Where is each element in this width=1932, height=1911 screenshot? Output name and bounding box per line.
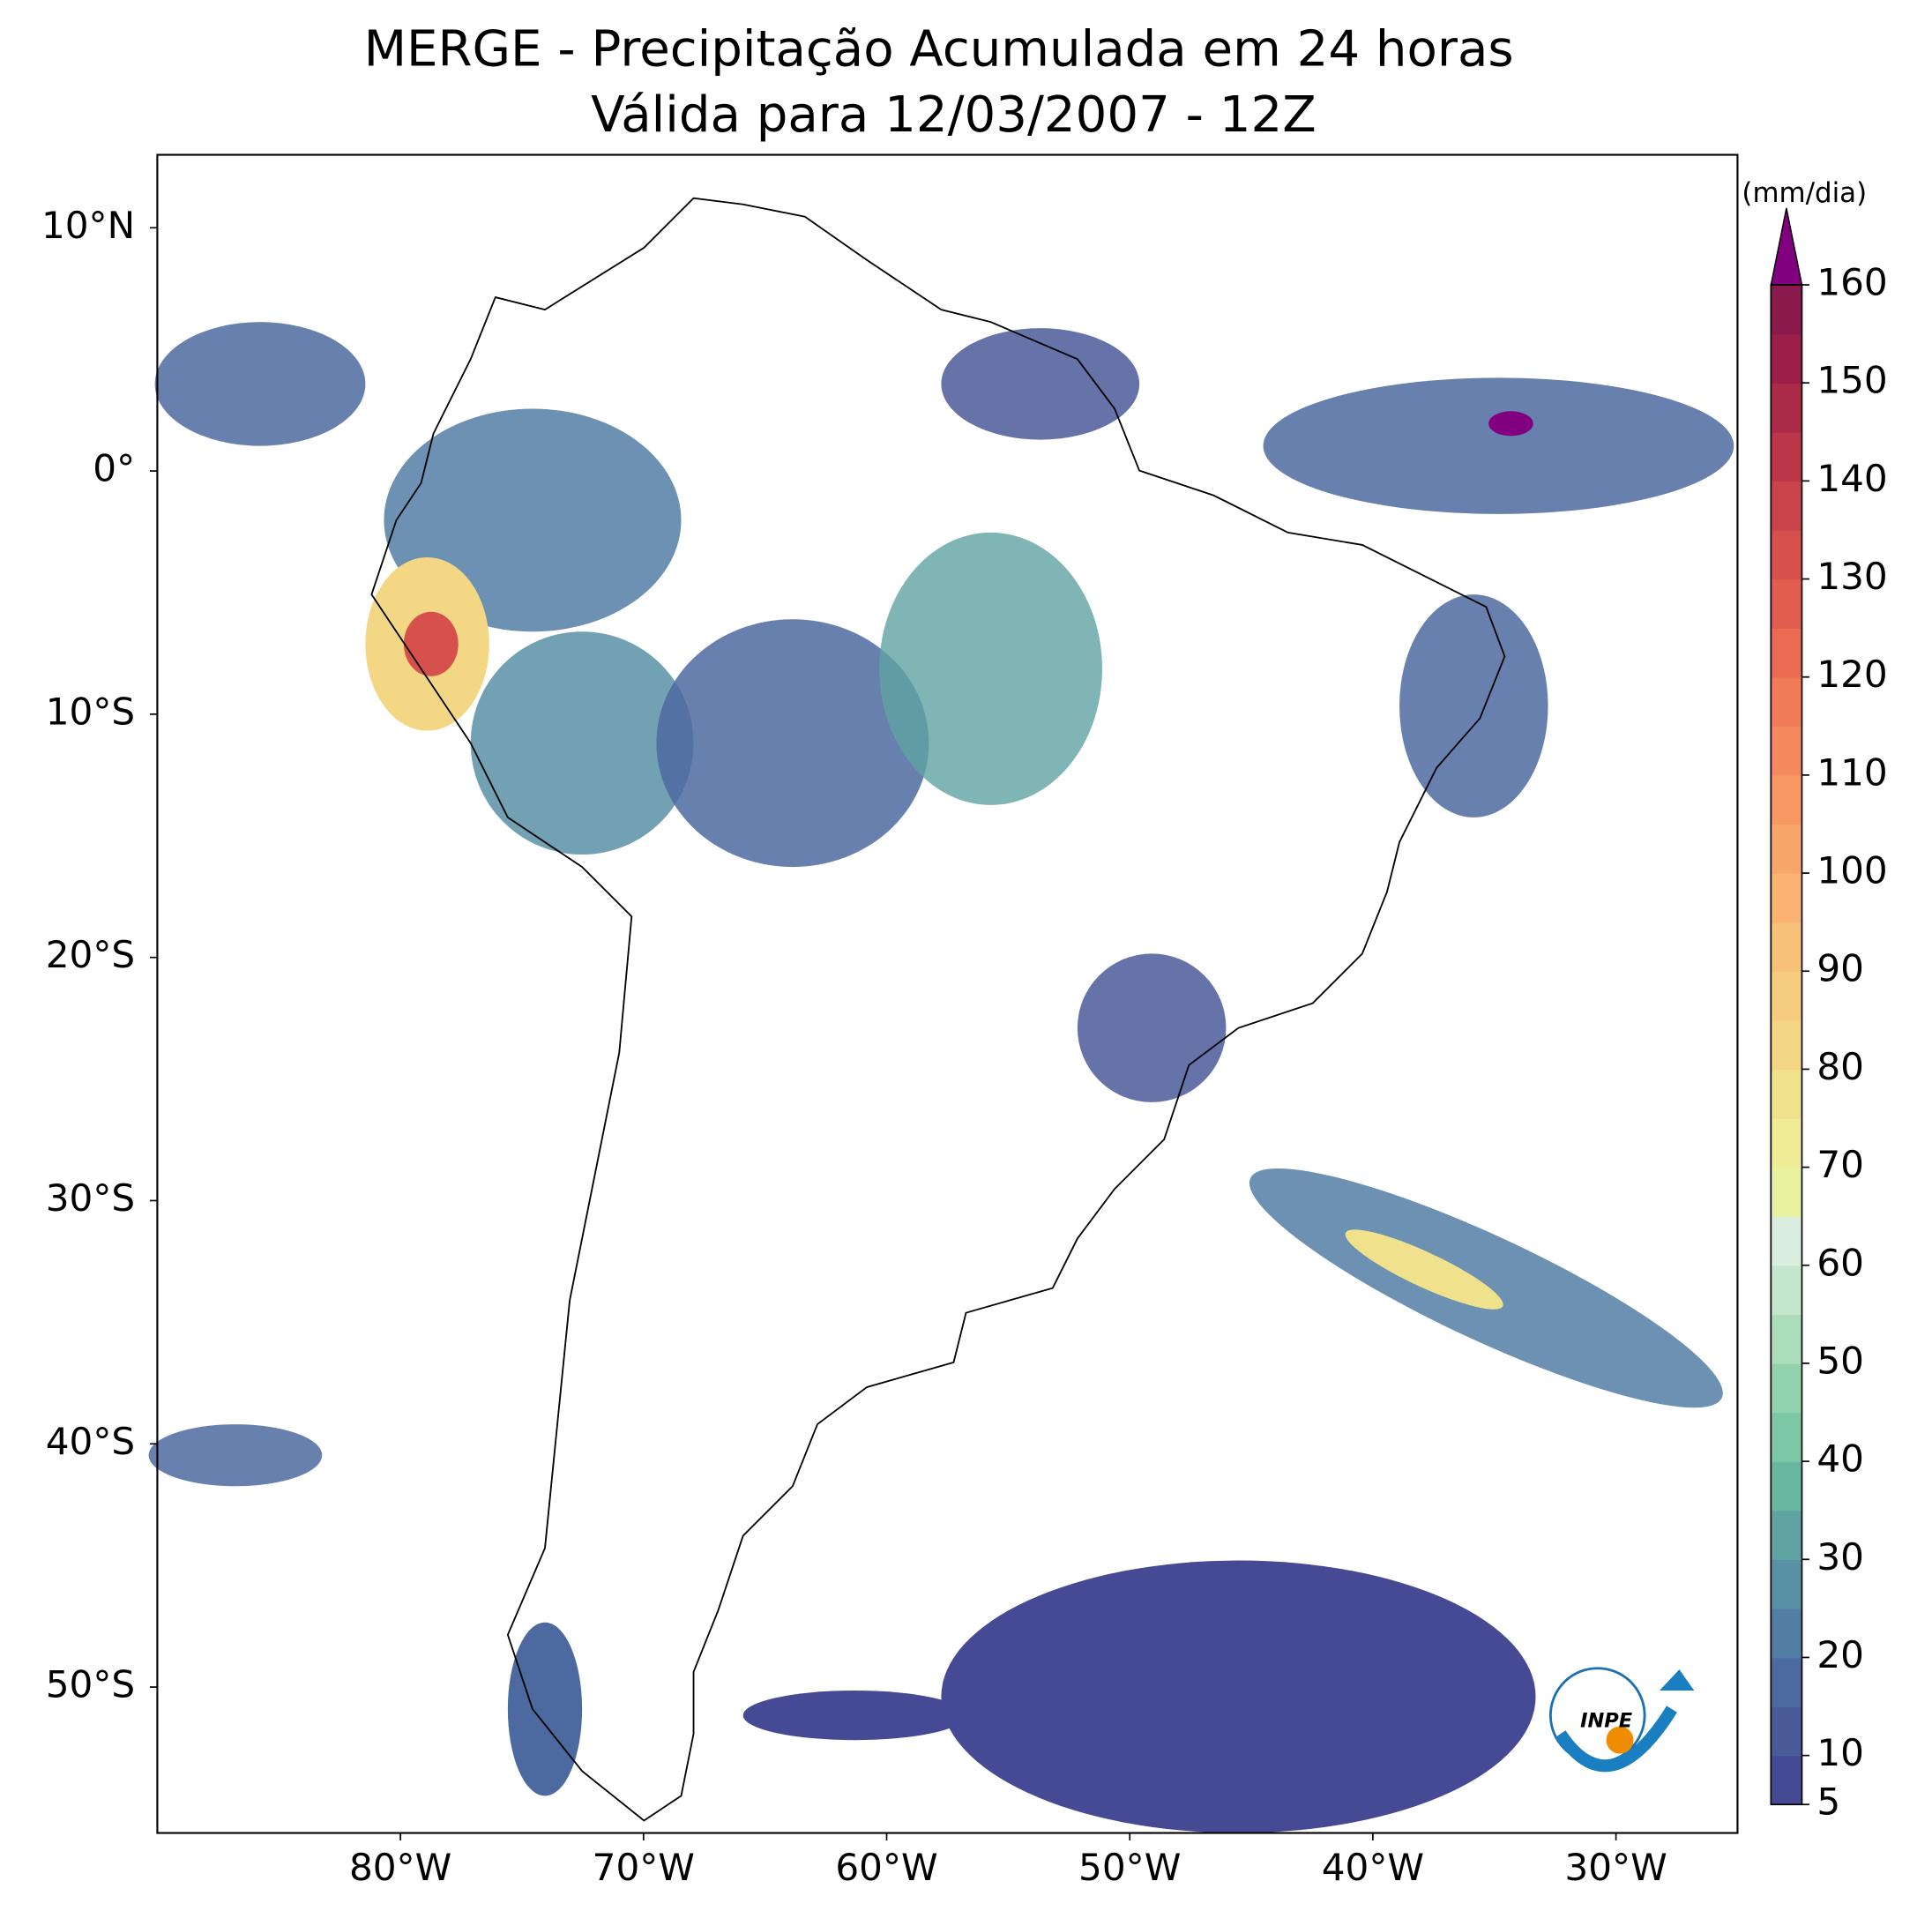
x-tick-label: 40°W [1322,1846,1424,1889]
colorbar-tick-label: 100 [1816,849,1887,892]
y-tick-label: 30°S [46,1176,135,1220]
x-tick-label: 80°W [349,1846,451,1889]
y-tick-label: 40°S [46,1420,135,1463]
colorbar-tick-label: 130 [1816,555,1887,598]
colorbar-band [1771,1019,1802,1071]
colorbar-tick-label: 70 [1816,1143,1864,1186]
colorbar-tick-label: 110 [1816,750,1887,794]
y-tick-label: 0° [93,447,135,490]
colorbar-band [1771,1510,1802,1560]
colorbar-extend [1770,207,1803,286]
colorbar-band [1771,628,1802,678]
y-tick-label: 50°S [46,1663,135,1706]
colorbar-band [1771,774,1802,825]
colorbar-band [1771,1657,1802,1707]
colorbar-band [1771,971,1802,1021]
chart-title: MERGE - Precipitação Acumulada em 24 hor… [364,21,1514,78]
colorbar-tick-label: 80 [1816,1045,1864,1088]
colorbar-band [1771,431,1802,482]
colorbar-tick-label: 60 [1816,1241,1864,1284]
colorbar-band [1771,1314,1802,1364]
colorbar-band [1771,824,1802,874]
colorbar-band [1771,1265,1802,1316]
colorbar-band [1771,285,1802,335]
y-tick-label: 10°S [46,690,135,733]
chart-subtitle: Válida para 12/03/2007 - 12Z [591,86,1317,144]
coastline [370,197,1506,1822]
x-tick-label: 70°W [593,1846,695,1889]
precip-field [148,322,1734,1833]
colorbar-band [1771,676,1802,728]
colorbar-band [1771,333,1802,384]
colorbar-tick-label: 160 [1816,261,1887,304]
colorbar-tick-label: 140 [1816,457,1887,500]
colorbar-band [1771,873,1802,923]
colorbar-band [1771,481,1802,531]
colorbar-band [1771,1608,1802,1659]
colorbar-tick-label: 5 [1816,1780,1840,1824]
x-tick-label: 60°W [835,1846,937,1889]
colorbar-tick-label: 150 [1816,359,1887,402]
colorbar-band [1771,579,1802,629]
colorbar-tick-label: 10 [1816,1731,1864,1774]
y-tick-label: 20°S [46,933,135,976]
colorbar-tick-label: 30 [1816,1535,1864,1579]
colorbar-band [1771,1362,1802,1414]
colorbar-band [1771,726,1802,776]
colorbar-band [1771,1167,1802,1217]
colorbar-band [1771,1706,1802,1757]
y-tick-label: 10°N [41,204,135,247]
colorbar-band [1771,1461,1802,1512]
colorbar-band [1771,1412,1802,1462]
colorbar-band [1771,1069,1802,1119]
x-tick-label: 50°W [1078,1846,1181,1889]
x-tick-label: 30°W [1564,1846,1667,1889]
colorbar-frame [1770,284,1803,1806]
colorbar-band [1771,1216,1802,1266]
colorbar-tick-label: 20 [1816,1633,1864,1676]
colorbar-tick-label: 90 [1816,947,1864,990]
colorbar-band [1771,529,1802,580]
colorbar-band [1771,1559,1802,1609]
colorbar-tick-label: 120 [1816,653,1887,696]
colorbar-tick-label: 50 [1816,1339,1864,1382]
logo: INPE [1548,1667,1695,1773]
logo-text: INPE [1580,1710,1633,1733]
colorbar-band [1771,1117,1802,1168]
colorbar-band [1771,1755,1802,1805]
colorbar-band [1771,383,1802,433]
colorbar-tick-label: 40 [1816,1437,1864,1481]
map-frame [156,153,1739,1834]
colorbar-band [1771,922,1802,972]
colorbar-label: (mm/dia) [1742,177,1867,209]
